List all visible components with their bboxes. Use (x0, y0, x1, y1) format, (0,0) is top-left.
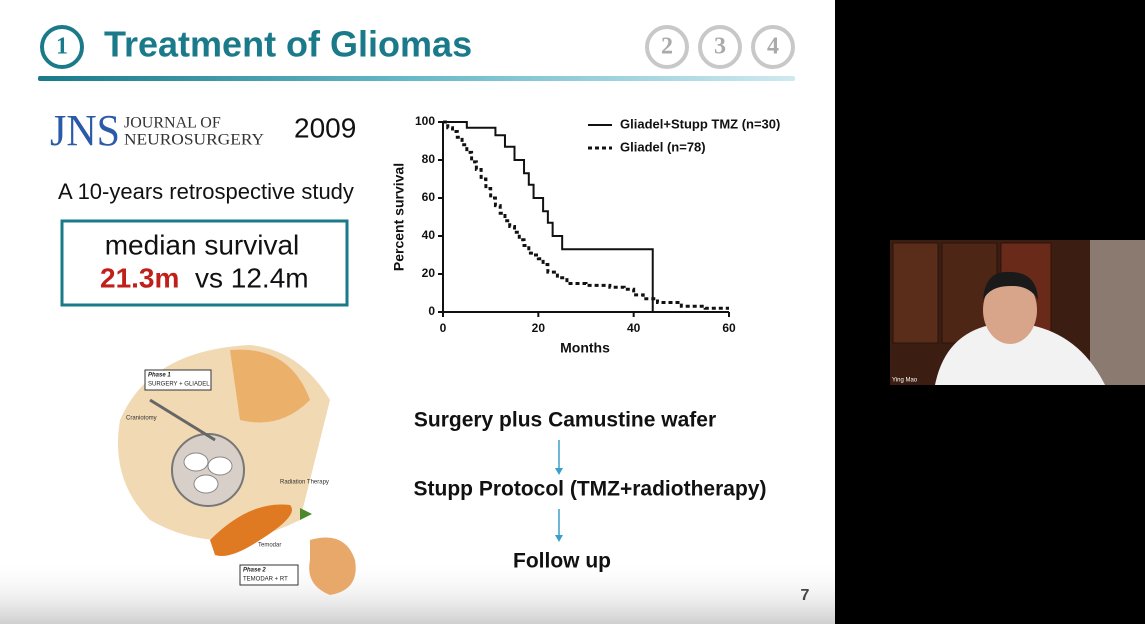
journal-name: NEUROSURGERY (124, 132, 264, 149)
wall (1090, 240, 1145, 385)
legend-label: Gliadel+Stupp TMZ (n=30) (620, 116, 780, 131)
person-hair (983, 271, 1038, 300)
y-tick-label: 40 (422, 228, 436, 242)
section-number: 2 (661, 34, 673, 60)
cabinet (892, 242, 939, 344)
wafer (183, 452, 209, 472)
illustration-label: TEMODAR + RT (243, 577, 288, 583)
y-tick-label: 20 (422, 266, 436, 280)
y-axis-label: Percent survival (391, 163, 407, 271)
illustration-label: Phase 2 (243, 568, 266, 574)
intestine-shape (309, 537, 356, 595)
x-axis-label: Months (560, 340, 610, 356)
video-feed: Ying Mao (890, 240, 1145, 385)
tumor-cavity (171, 433, 245, 507)
year: 2009 (294, 112, 356, 143)
flow-step: Stupp Protocol (TMZ+radiotherapy) (414, 478, 767, 501)
flow-step: Surgery plus Camustine wafer (414, 409, 716, 432)
illustration-label: Phase 1 (148, 373, 171, 379)
x-tick-label: 60 (722, 321, 736, 335)
arrow (300, 508, 312, 520)
illustration-label: Craniotomy (126, 416, 157, 422)
survival-curve (443, 121, 654, 312)
journal-name: JOURNAL OF (124, 115, 221, 132)
speaker-name: Ying Mao (892, 378, 918, 384)
section-number: 3 (714, 34, 726, 60)
y-tick-label: 80 (422, 152, 436, 166)
skull-shape (230, 349, 310, 423)
wafer (207, 456, 233, 476)
y-tick-label: 0 (428, 304, 435, 318)
legend-label: Gliadel (n=78) (620, 139, 706, 154)
title-number: 1 (56, 34, 68, 60)
x-tick-label: 40 (627, 321, 641, 335)
illustration-label: SURGERY + GLIADEL (148, 382, 210, 388)
y-tick-label: 100 (415, 114, 435, 128)
title-badge (40, 25, 84, 69)
label-box (144, 369, 212, 391)
section-number: 4 (767, 34, 779, 60)
survival-curve (443, 120, 729, 310)
survival-chart: Months Percent survival 0 20 40 60 80 100 0 20 4… (391, 114, 781, 356)
result-label: median survival (105, 229, 300, 260)
x-tick-label: 0 (440, 321, 447, 335)
journal-abbr: JNS (50, 106, 120, 155)
flow-step: Follow up (513, 550, 611, 573)
section-badge (698, 25, 742, 69)
person-coat (935, 325, 1105, 385)
x-tick-label: 20 (532, 321, 546, 335)
study-note: A 10-years retrospective study (58, 179, 354, 204)
section-badge (645, 25, 689, 69)
result-box (60, 219, 349, 307)
section-badge (751, 25, 795, 69)
person-face (983, 276, 1037, 344)
temodar-shape (210, 504, 292, 556)
section-badges: 2 3 4 (645, 25, 795, 69)
illustration-label: Temodar (258, 543, 281, 549)
page-number: 7 (801, 587, 810, 604)
slide-shade (0, 560, 835, 624)
title-rule (38, 76, 795, 81)
wafer (193, 474, 219, 494)
label-box (239, 564, 299, 586)
y-tick-label: 60 (422, 190, 436, 204)
result-value: 21.3m (100, 262, 179, 293)
slide-title: Treatment of Gliomas (104, 24, 472, 65)
illustration-label: Radiation Therapy (280, 480, 329, 486)
flow-arrowhead (555, 535, 563, 542)
illustration: Phase 1 SURGERY + GLIADEL Phase 2 TEMODA… (118, 345, 356, 595)
flow-arrowhead (555, 468, 563, 475)
result-comparison: vs 12.4m (195, 262, 309, 293)
instrument (149, 398, 216, 442)
